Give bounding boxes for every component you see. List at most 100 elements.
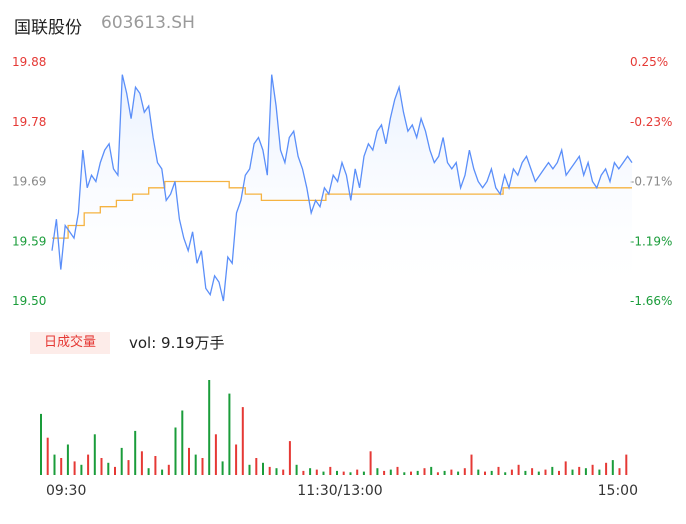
volume-bar	[73, 461, 76, 475]
volume-bar	[336, 470, 338, 475]
volume-summary: vol: 9.19万手	[129, 334, 225, 352]
volume-bar	[430, 466, 433, 475]
volume-bar	[349, 472, 352, 475]
volume-bar	[53, 454, 56, 475]
volume-bar	[450, 469, 453, 475]
volume-bar	[255, 458, 258, 475]
volume-bar	[154, 456, 157, 475]
volume-bar	[66, 444, 69, 475]
volume-bar	[288, 441, 291, 475]
volume-bar	[618, 468, 621, 475]
volume-bar	[551, 466, 554, 475]
volume-bar	[362, 471, 365, 475]
volume-bar	[497, 466, 500, 475]
volume-badge[interactable]: 日成交量	[30, 332, 110, 354]
percent-tick-label: -1.19%	[630, 234, 672, 248]
volume-bar	[235, 444, 238, 475]
volume-bar	[134, 430, 137, 475]
volume-bar	[315, 469, 318, 475]
volume-bar	[611, 460, 614, 475]
volume-bar	[396, 466, 399, 475]
volume-bar	[477, 469, 480, 475]
volume-bar	[510, 469, 513, 475]
volume-bar	[228, 393, 231, 475]
volume-bar	[558, 470, 560, 475]
volume-bar	[181, 410, 184, 475]
price-tick-label: 19.50	[12, 294, 46, 308]
volume-bar	[531, 468, 534, 475]
volume-bar	[524, 470, 527, 475]
volume-bar	[410, 471, 412, 475]
volume-bar	[127, 460, 130, 475]
volume-bar	[436, 472, 439, 475]
volume-bar	[369, 451, 372, 476]
stock-name: 国联股份	[14, 18, 82, 38]
volume-bar	[302, 470, 305, 475]
volume-bar	[167, 464, 170, 475]
volume-bar	[248, 464, 251, 475]
volume-bar	[60, 458, 63, 475]
percent-tick-label: -0.23%	[630, 115, 672, 129]
average-price-line	[52, 180, 632, 239]
volume-bar	[376, 468, 379, 475]
volume-bar	[605, 462, 608, 475]
price-area-fill	[52, 74, 632, 301]
volume-bar	[80, 464, 83, 475]
price-tick-label: 19.88	[12, 55, 46, 69]
volume-bar	[591, 464, 594, 475]
volume-bar	[383, 470, 386, 475]
volume-bar	[329, 466, 332, 475]
volume-bar	[46, 437, 49, 475]
price-tick-label: 19.59	[12, 234, 46, 248]
time-tick-label: 09:30	[46, 483, 86, 499]
volume-bar	[114, 466, 116, 475]
volume-bar	[221, 461, 224, 475]
volume-bar	[241, 407, 244, 475]
volume-bar	[174, 427, 177, 475]
volume-bar	[470, 454, 473, 475]
volume-bar	[161, 469, 164, 475]
volume-bar	[517, 464, 520, 475]
volume-bar	[537, 471, 540, 475]
volume-bar	[571, 469, 574, 475]
time-tick-label: 11:30/13:00	[297, 483, 382, 499]
volume-bar	[282, 469, 285, 475]
volume-bar	[295, 464, 298, 475]
percent-tick-label: -0.71%	[630, 175, 672, 189]
volume-bar	[389, 469, 392, 475]
price-tick-label: 19.78	[12, 115, 46, 129]
volume-bar	[262, 462, 264, 475]
volume-bar	[275, 468, 278, 475]
volume-bar	[188, 447, 190, 475]
percent-tick-label: -1.66%	[630, 294, 672, 308]
volume-bar	[87, 454, 90, 475]
volume-bar	[416, 470, 419, 475]
volume-bar	[107, 462, 110, 475]
volume-bar	[309, 468, 312, 475]
volume-bar	[463, 468, 466, 475]
volume-bar	[268, 466, 271, 475]
percent-tick-label: 0.25%	[630, 55, 668, 69]
volume-bar	[490, 470, 493, 475]
volume-bar	[584, 468, 587, 475]
volume-bar	[147, 468, 150, 475]
price-line	[51, 74, 633, 302]
volume-bar	[457, 471, 460, 475]
volume-bar	[564, 461, 567, 475]
volume-bar	[342, 471, 345, 475]
volume-bar	[544, 469, 547, 475]
time-tick-label: 15:00	[598, 483, 638, 499]
volume-bar	[403, 472, 406, 475]
volume-bar	[423, 468, 426, 475]
volume-bar	[140, 451, 143, 476]
volume-bar	[100, 458, 103, 475]
volume-bar	[194, 454, 197, 475]
volume-bar	[356, 469, 359, 475]
volume-bar	[625, 454, 628, 475]
volume-bar	[504, 472, 507, 475]
volume-bar	[40, 413, 42, 475]
volume-bar	[484, 471, 486, 475]
volume-bar	[578, 466, 581, 475]
volume-bar	[598, 469, 601, 475]
